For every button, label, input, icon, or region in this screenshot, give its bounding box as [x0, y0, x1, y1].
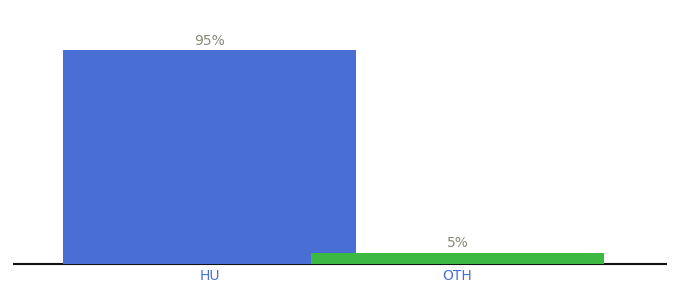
Text: 5%: 5%	[447, 236, 469, 250]
Text: 95%: 95%	[194, 34, 225, 47]
Bar	[63, 50, 356, 264]
Bar	[311, 253, 605, 264]
